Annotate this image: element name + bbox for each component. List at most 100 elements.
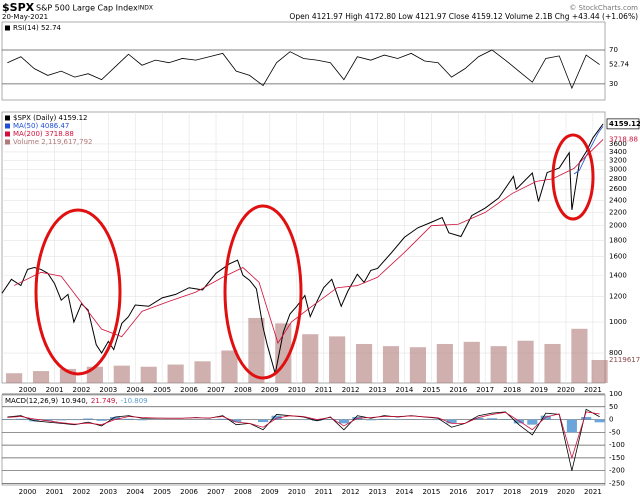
x-tick-label: 2003: [99, 386, 117, 394]
plots: 30 70 52.74 RSI(14) 52.74 2000 2001 2002 2003 20…: [1, 21, 640, 496]
bar: [32, 371, 50, 383]
y-tick-label: -250: [609, 479, 625, 487]
bar: [231, 419, 242, 423]
index-name: S&P 500 Large Cap Index: [36, 4, 138, 13]
end-label: 4159.12: [609, 120, 640, 128]
x-tick-label: 2021: [584, 488, 602, 496]
end-label-box: [606, 118, 640, 130]
y-tick-label: -100: [609, 441, 625, 449]
y-tick-label: 2800: [609, 175, 627, 183]
x-tick-label: 2018: [503, 488, 521, 496]
y-tick-label: 1800: [609, 236, 627, 244]
x-tick-label: 2013: [369, 386, 387, 394]
highlight-circle: [34, 208, 122, 376]
y-tick-label: 2200: [609, 208, 627, 216]
x-tick-label: 2018: [503, 386, 521, 394]
bar: [594, 419, 605, 423]
bar: [113, 365, 130, 383]
y-tick-label: 3200: [609, 156, 627, 164]
x-tick-label: 2003: [99, 488, 117, 496]
bar: [527, 419, 538, 425]
bar: [566, 419, 577, 433]
bar: [167, 364, 184, 383]
x-tick-label: 2017: [476, 488, 494, 496]
y-tick-label: 30: [609, 80, 618, 88]
bar: [433, 419, 444, 421]
bar: [221, 350, 238, 383]
legend-swatch: [5, 131, 10, 137]
x-tick-label: 2002: [72, 488, 90, 496]
bar: [544, 343, 561, 383]
legend-entry: $SPX (Daily) 4159.12: [13, 114, 87, 122]
x-tick-label: 2015: [422, 488, 440, 496]
x-tick-label: 2000: [19, 488, 37, 496]
x-tick-label: 2005: [153, 488, 171, 496]
x-tick-label: 2001: [46, 488, 64, 496]
bar: [463, 341, 480, 383]
x-tick-label: 2006: [180, 386, 198, 394]
x-tick-label: 2010: [288, 386, 306, 394]
bar: [379, 418, 390, 420]
bar: [500, 419, 511, 420]
bar: [140, 366, 157, 383]
legend-swatch: [5, 115, 10, 121]
legend-entry: RSI(14) 52.74: [13, 24, 62, 32]
bar: [409, 347, 426, 383]
y-tick-label: 1000: [609, 318, 627, 326]
x-tick-label: 2009: [261, 488, 279, 496]
bar: [248, 317, 265, 383]
y-tick-label: 3600: [609, 140, 627, 148]
end-label: 3718.88: [609, 135, 638, 143]
x-tick-label: 2011: [315, 386, 333, 394]
bar: [271, 415, 282, 420]
y-tick-label: 1600: [609, 253, 627, 261]
bar: [446, 419, 457, 424]
bar: [473, 417, 484, 420]
panel: [1, 21, 606, 101]
x-tick-label: 2014: [396, 386, 414, 394]
x-tick-label: 2017: [476, 386, 494, 394]
reading: 10.940,: [61, 397, 88, 405]
end-label: 52.74: [609, 61, 630, 69]
x-tick-label: 2002: [72, 386, 90, 394]
bar: [329, 336, 346, 383]
bar: [540, 415, 551, 420]
legend-entry: MA(50) 4086.47: [13, 122, 69, 130]
series-line: [7, 411, 600, 460]
legend-swatch: [5, 139, 10, 145]
bar: [355, 343, 373, 383]
x-tick-label: 2011: [315, 488, 333, 496]
bar: [123, 418, 134, 420]
credit: © StockCharts.com: [569, 4, 638, 12]
x-tick-label: 2004: [126, 488, 144, 496]
y-tick-label: 800: [609, 349, 622, 357]
legend-entry: MA(200) 3718.88: [13, 130, 74, 138]
bar: [217, 418, 228, 420]
y-tick-label: 3000: [609, 165, 627, 173]
bar: [571, 328, 588, 383]
reading: 21.749,: [91, 397, 118, 405]
bar: [194, 361, 211, 383]
bar: [136, 419, 148, 421]
x-tick-label: 2008: [234, 488, 252, 496]
panel: [1, 394, 606, 486]
legend-entry: Volume 2,119,617,792: [13, 138, 92, 146]
x-tick-label: 2019: [530, 386, 548, 394]
x-tick-label: 2020: [557, 386, 575, 394]
x-tick-label: 2019: [530, 488, 548, 496]
bar: [325, 419, 336, 420]
y-tick-label: 100: [609, 390, 622, 398]
bar: [436, 343, 453, 383]
exchange: INDX: [138, 5, 153, 12]
bar: [298, 419, 309, 421]
panel-title: MACD(12,26,9) 10.940, 21.749, -10.809: [5, 397, 148, 405]
x-tick-label: 2020: [557, 488, 575, 496]
highlight-circle: [223, 204, 303, 380]
x-tick-label: 2013: [369, 488, 387, 496]
x-tick-label: 2008: [234, 386, 252, 394]
bar: [6, 373, 23, 383]
bar: [486, 418, 497, 420]
bar: [15, 418, 26, 420]
x-tick-label: 2014: [396, 488, 414, 496]
